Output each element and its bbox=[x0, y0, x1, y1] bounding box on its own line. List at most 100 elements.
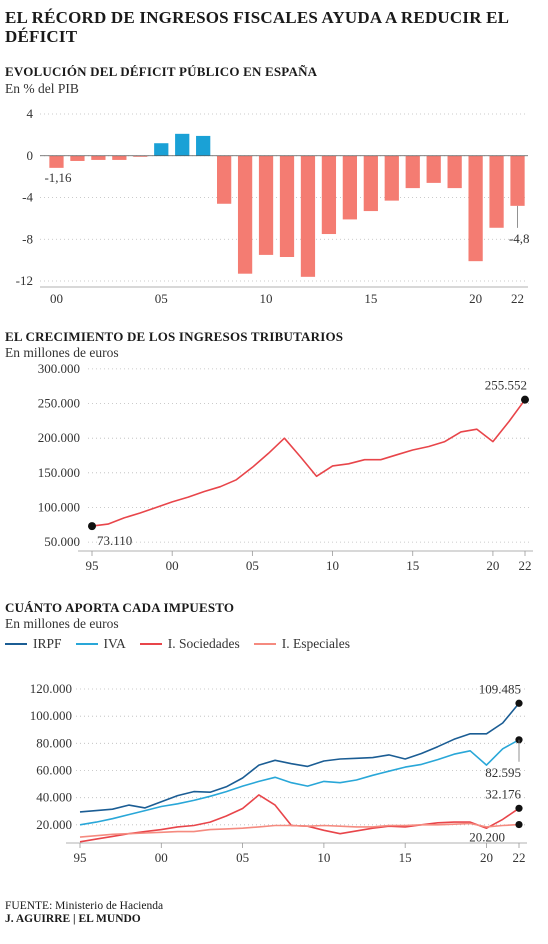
x-tick-label: 20 bbox=[486, 558, 499, 573]
first-value-label: 73.110 bbox=[97, 533, 132, 548]
x-tick-label: 22 bbox=[513, 850, 526, 865]
sociedades-value-label: 32.176 bbox=[485, 786, 521, 801]
deficit-bar bbox=[237, 155, 253, 274]
deficit-bar bbox=[384, 155, 399, 201]
deficit-bar bbox=[426, 155, 441, 183]
x-tick-label: 10 bbox=[326, 558, 339, 573]
deficit-bar bbox=[363, 155, 378, 212]
x-tick-label: 05 bbox=[246, 558, 259, 573]
sociedades-line bbox=[79, 794, 520, 843]
deficit-bar bbox=[70, 155, 85, 161]
legend-label-iva: IVA bbox=[103, 636, 126, 651]
deficit-bar bbox=[49, 155, 64, 168]
deficit-bar bbox=[133, 155, 148, 157]
x-tick-label: 95 bbox=[74, 850, 87, 865]
headline: EL RÉCORD DE INGRESOS FISCALES AYUDA A R… bbox=[5, 8, 509, 46]
deficit-bar bbox=[91, 155, 106, 160]
especiales-value-label: 20.200 bbox=[469, 830, 505, 845]
last-value-label: -4,8 bbox=[509, 231, 530, 246]
deficit-chart-subtitle: En % del PIB bbox=[5, 81, 79, 96]
irpf-end-marker bbox=[515, 699, 523, 707]
legend-item-iva: IVA bbox=[75, 636, 126, 652]
deficit-bar bbox=[258, 155, 274, 255]
deficit-bar bbox=[489, 155, 504, 228]
iva-line bbox=[79, 739, 520, 826]
iva-end-marker bbox=[515, 736, 523, 744]
x-tick-label: 10 bbox=[260, 291, 273, 306]
x-tick-label: 22 bbox=[511, 291, 524, 306]
deficit-bar bbox=[447, 155, 462, 189]
deficit-bar bbox=[196, 135, 211, 156]
especiales-end-marker bbox=[515, 820, 523, 829]
deficit-chart-title: EVOLUCIÓN DEL DÉFICIT PÚBLICO EN ESPAÑA bbox=[5, 64, 318, 79]
impuestos-chart-title: CUÁNTO APORTA CADA IMPUESTO bbox=[5, 600, 235, 615]
y-tick-label: 20.000 bbox=[36, 817, 72, 832]
y-tick-label: 100.000 bbox=[30, 708, 72, 723]
ingresos-chart-title: EL CRECIMIENTO DE LOS INGRESOS TRIBUTARI… bbox=[5, 329, 344, 344]
deficit-bar bbox=[468, 155, 483, 262]
y-tick-label: 60.000 bbox=[36, 763, 72, 778]
deficit-bar bbox=[217, 155, 232, 204]
y-tick-label: 50.000 bbox=[44, 534, 80, 549]
legend-swatch-irpf bbox=[5, 643, 27, 645]
ingresos-chart-subtitle: En millones de euros bbox=[5, 345, 119, 360]
x-tick-label: 05 bbox=[236, 850, 249, 865]
y-tick-label: 300.000 bbox=[38, 361, 80, 376]
x-tick-label: 20 bbox=[480, 850, 493, 865]
impuestos-legend: IRPF IVA I. Sociedades I. Especiales bbox=[5, 636, 350, 652]
x-tick-label: 15 bbox=[399, 850, 412, 865]
source-note: FUENTE: Ministerio de Hacienda bbox=[5, 900, 164, 912]
x-tick-label: 95 bbox=[86, 558, 99, 573]
y-tick-label: 120.000 bbox=[30, 681, 72, 696]
footer: FUENTE: Ministerio de Hacienda J. AGUIRR… bbox=[5, 900, 163, 926]
y-tick-label: 0 bbox=[27, 148, 34, 163]
deficit-bar bbox=[175, 133, 190, 156]
ingresos-line-chart: 300.000 250.000 200.000 150.000 100.000 50.00… bbox=[38, 361, 533, 573]
legend-item-especiales: I. Especiales bbox=[253, 636, 350, 652]
legend-label-sociedades: I. Sociedades bbox=[167, 636, 240, 651]
first-value-label: -1,16 bbox=[44, 170, 72, 185]
first-point-marker bbox=[88, 522, 96, 531]
credit-line: J. AGUIRRE | EL MUNDO bbox=[5, 913, 141, 925]
x-tick-label: 00 bbox=[155, 850, 168, 865]
deficit-bar bbox=[510, 155, 525, 206]
y-tick-label: 80.000 bbox=[36, 735, 72, 750]
x-tick-label: 00 bbox=[166, 558, 179, 573]
legend-item-sociedades: I. Sociedades bbox=[139, 636, 240, 652]
last-value-label: 255.552 bbox=[485, 378, 527, 393]
irpf-value-label: 109.485 bbox=[479, 681, 521, 696]
legend-item-irpf: IRPF bbox=[5, 636, 62, 652]
legend-swatch-especiales bbox=[253, 643, 276, 645]
legend-label-irpf: IRPF bbox=[33, 636, 62, 651]
x-tick-label: 10 bbox=[317, 850, 330, 865]
irpf-line bbox=[79, 702, 520, 813]
iva-value-label: 82.595 bbox=[485, 765, 521, 780]
x-tick-label: 15 bbox=[364, 291, 377, 306]
last-point-marker bbox=[521, 395, 529, 404]
deficit-bar bbox=[342, 155, 357, 220]
deficit-bar bbox=[321, 155, 337, 235]
y-tick-label: 150.000 bbox=[38, 465, 80, 480]
y-tick-label: 40.000 bbox=[36, 790, 72, 805]
impuestos-chart-subtitle: En millones de euros bbox=[5, 616, 119, 631]
legend-swatch-sociedades bbox=[139, 643, 162, 645]
deficit-bar-chart: 4 0 -4 -8 -12 -1,16 -4,8 00 05 10 15 20 22 bbox=[16, 106, 530, 306]
x-tick-label: 22 bbox=[519, 558, 532, 573]
legend-label-especiales: I. Especiales bbox=[281, 636, 350, 651]
deficit-bar bbox=[300, 155, 316, 277]
deficit-bar bbox=[112, 155, 127, 160]
y-tick-label: 100.000 bbox=[38, 499, 80, 514]
impuestos-line-chart: 120.000 100.000 80.000 60.000 40.000 20.000 95… bbox=[30, 681, 527, 865]
x-tick-label: 00 bbox=[50, 291, 63, 306]
ingresos-line bbox=[91, 399, 526, 527]
deficit-bar bbox=[154, 143, 169, 156]
x-tick-label: 15 bbox=[406, 558, 419, 573]
y-tick-label: -12 bbox=[16, 273, 33, 288]
legend-swatch-iva bbox=[75, 643, 98, 645]
y-tick-label: 4 bbox=[27, 106, 34, 121]
especiales-line bbox=[79, 822, 520, 838]
deficit-bar bbox=[279, 155, 295, 257]
x-tick-label: 20 bbox=[469, 291, 482, 306]
y-tick-label: -4 bbox=[22, 190, 33, 205]
x-tick-label: 05 bbox=[155, 291, 168, 306]
